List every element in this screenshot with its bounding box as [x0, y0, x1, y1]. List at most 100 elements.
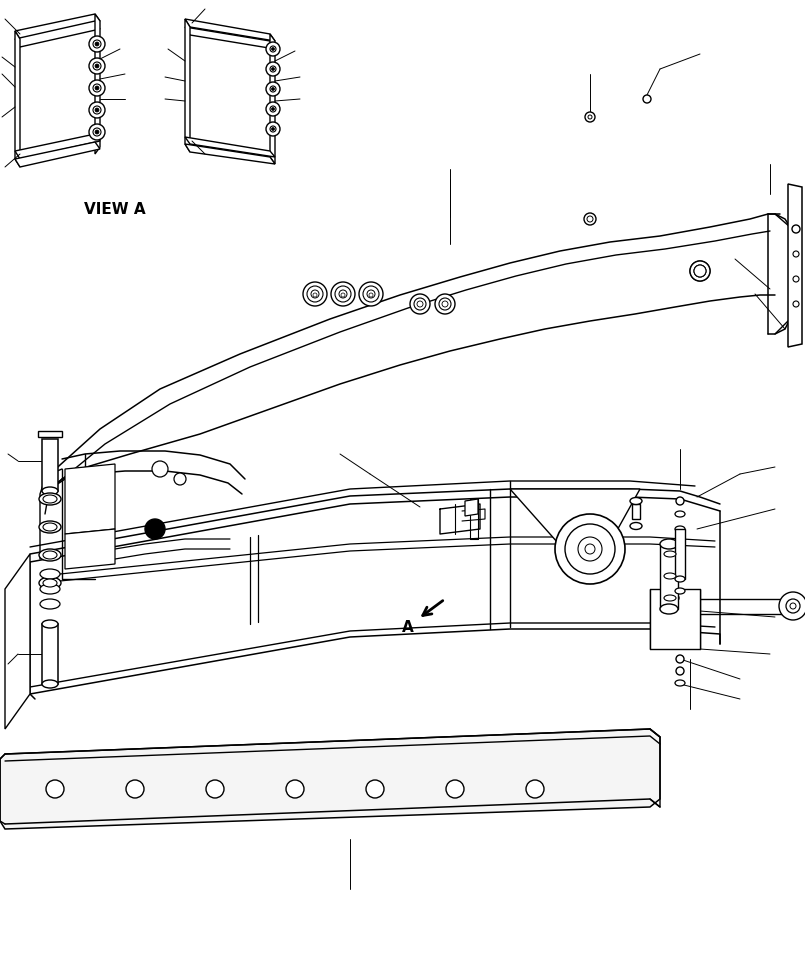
Circle shape	[417, 302, 423, 308]
Circle shape	[414, 299, 426, 310]
Polygon shape	[660, 545, 678, 609]
Circle shape	[270, 67, 276, 73]
Ellipse shape	[664, 596, 676, 602]
Polygon shape	[38, 431, 62, 437]
Circle shape	[270, 86, 276, 93]
Circle shape	[363, 286, 379, 303]
Circle shape	[89, 81, 105, 97]
Circle shape	[93, 62, 101, 71]
Polygon shape	[675, 530, 685, 579]
Circle shape	[89, 37, 105, 53]
Circle shape	[266, 43, 280, 57]
Circle shape	[89, 59, 105, 75]
Circle shape	[410, 295, 430, 314]
Circle shape	[793, 252, 799, 258]
Circle shape	[676, 667, 684, 676]
Circle shape	[93, 85, 101, 93]
Polygon shape	[270, 35, 275, 165]
Circle shape	[587, 217, 593, 223]
Circle shape	[585, 112, 595, 123]
Text: VIEW A: VIEW A	[85, 202, 146, 217]
Circle shape	[792, 226, 800, 234]
Circle shape	[95, 86, 99, 91]
Circle shape	[584, 213, 596, 226]
Circle shape	[311, 290, 319, 299]
Ellipse shape	[40, 570, 60, 579]
Ellipse shape	[42, 680, 58, 688]
Polygon shape	[632, 505, 640, 520]
Circle shape	[46, 780, 64, 799]
Circle shape	[266, 123, 280, 136]
Polygon shape	[788, 185, 802, 348]
Circle shape	[95, 65, 99, 69]
Circle shape	[93, 107, 101, 115]
Polygon shape	[65, 464, 115, 534]
Ellipse shape	[661, 572, 679, 581]
Ellipse shape	[660, 539, 678, 550]
Circle shape	[694, 266, 706, 278]
Circle shape	[793, 302, 799, 308]
Ellipse shape	[39, 494, 61, 505]
Ellipse shape	[43, 552, 57, 559]
Circle shape	[89, 125, 105, 141]
Circle shape	[266, 83, 280, 97]
Circle shape	[271, 88, 275, 91]
Circle shape	[270, 127, 276, 133]
Circle shape	[588, 116, 592, 120]
Circle shape	[271, 129, 275, 132]
Ellipse shape	[40, 600, 60, 609]
Circle shape	[266, 62, 280, 77]
Text: A: A	[402, 620, 414, 635]
Circle shape	[676, 655, 684, 663]
Polygon shape	[42, 439, 58, 491]
Circle shape	[359, 283, 383, 307]
Circle shape	[270, 47, 276, 53]
Circle shape	[271, 109, 275, 111]
Circle shape	[578, 537, 602, 561]
Circle shape	[446, 780, 464, 799]
Polygon shape	[15, 135, 100, 160]
Polygon shape	[185, 145, 275, 165]
Polygon shape	[5, 554, 30, 729]
Circle shape	[786, 600, 800, 613]
Polygon shape	[185, 137, 275, 158]
Circle shape	[286, 780, 304, 799]
Ellipse shape	[664, 552, 676, 557]
Ellipse shape	[675, 588, 685, 595]
Circle shape	[369, 294, 373, 298]
Polygon shape	[65, 530, 115, 570]
Circle shape	[435, 295, 455, 314]
Circle shape	[95, 43, 99, 47]
Circle shape	[694, 266, 706, 278]
Ellipse shape	[39, 578, 61, 589]
Circle shape	[313, 294, 317, 298]
Circle shape	[303, 283, 327, 307]
Circle shape	[526, 780, 544, 799]
Ellipse shape	[43, 579, 57, 587]
Ellipse shape	[664, 574, 676, 579]
Ellipse shape	[675, 511, 685, 517]
Circle shape	[95, 109, 99, 112]
Circle shape	[95, 131, 99, 135]
Polygon shape	[0, 729, 660, 829]
Circle shape	[331, 283, 355, 307]
Circle shape	[565, 525, 615, 575]
Circle shape	[271, 48, 275, 52]
Polygon shape	[185, 28, 275, 50]
Circle shape	[676, 498, 684, 505]
Circle shape	[126, 780, 144, 799]
Ellipse shape	[43, 524, 57, 531]
Polygon shape	[15, 22, 100, 48]
Circle shape	[643, 96, 651, 104]
Polygon shape	[15, 32, 20, 168]
Polygon shape	[185, 20, 190, 153]
Polygon shape	[650, 589, 700, 650]
Circle shape	[442, 302, 448, 308]
Polygon shape	[465, 500, 478, 516]
Ellipse shape	[42, 621, 58, 628]
Circle shape	[89, 103, 105, 119]
Circle shape	[335, 286, 351, 303]
Ellipse shape	[630, 498, 642, 505]
Ellipse shape	[661, 593, 679, 604]
Ellipse shape	[39, 550, 61, 561]
